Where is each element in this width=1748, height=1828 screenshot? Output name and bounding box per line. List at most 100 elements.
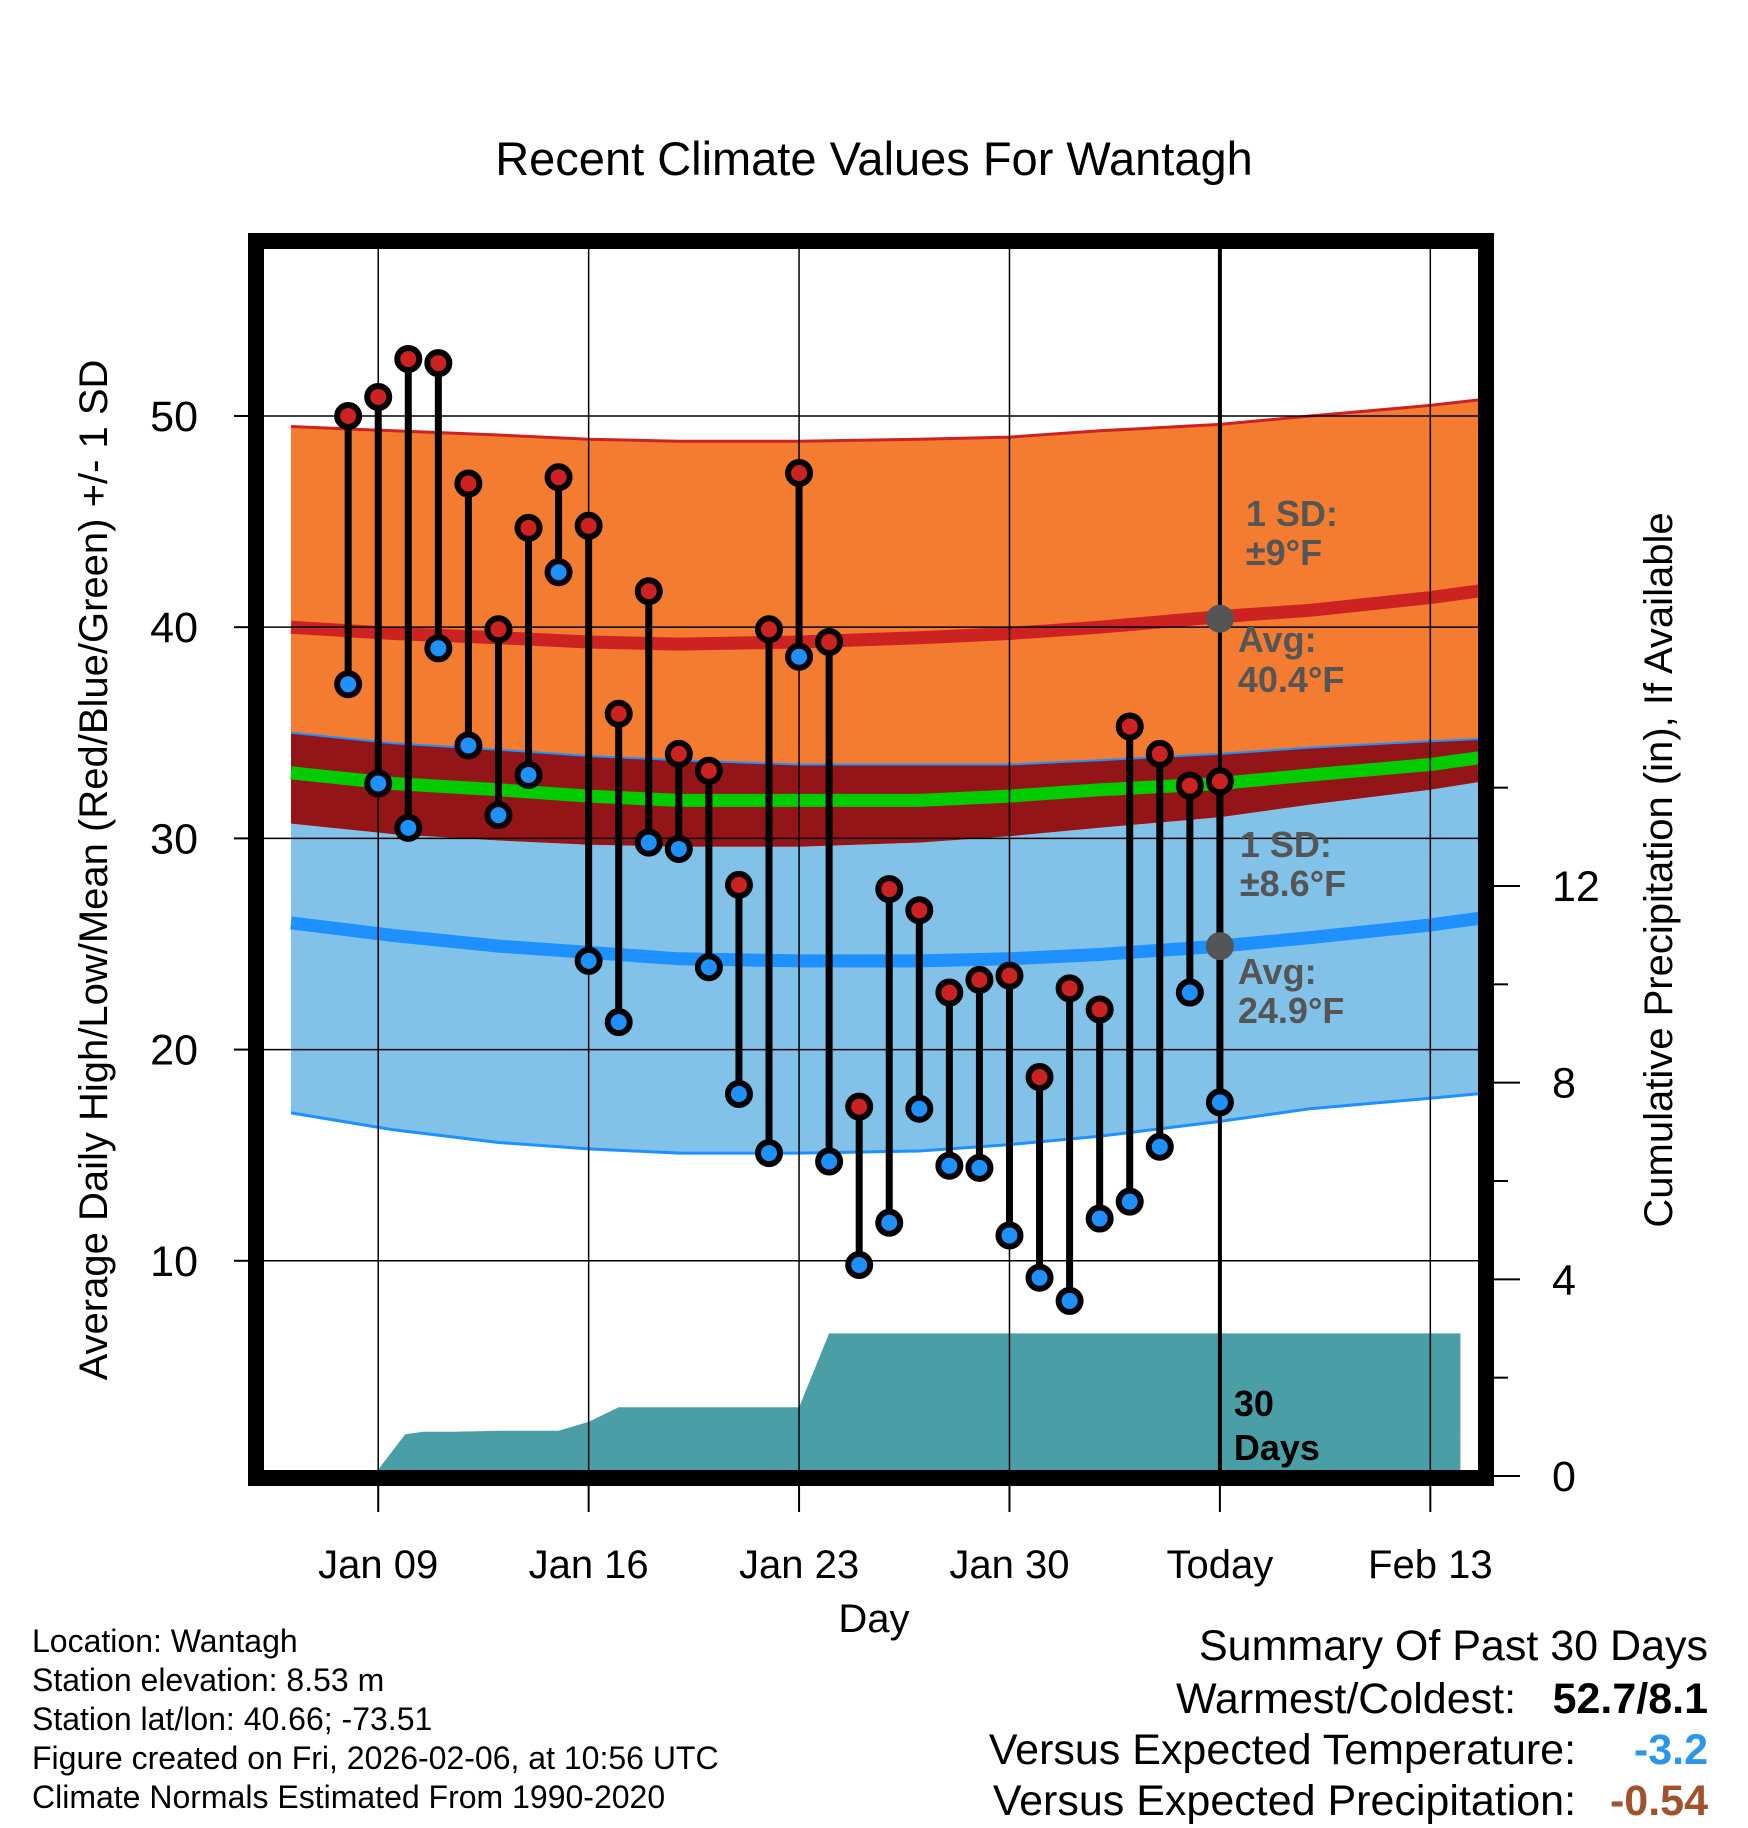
x-tick-label: Today [1167, 1543, 1274, 1587]
low-point [995, 1221, 1024, 1250]
low-point [514, 761, 543, 790]
y2-tick-label: 0 [1552, 1453, 1576, 1501]
low-point [724, 1079, 753, 1108]
y2-tick-label: 4 [1552, 1256, 1576, 1304]
location-text: Location: Wantagh [32, 1623, 298, 1659]
high-point [394, 344, 423, 373]
low-point [334, 670, 363, 699]
low-point [845, 1251, 874, 1280]
y2-axis-label: Cumulative Precipitation (in), If Availa… [1637, 512, 1681, 1227]
low-point [965, 1153, 994, 1182]
low-sd-label: 1 SD: [1240, 824, 1332, 865]
high-point [845, 1092, 874, 1121]
high-point [694, 756, 723, 785]
high-point [875, 875, 904, 904]
high-point [785, 458, 814, 487]
low-point [875, 1208, 904, 1237]
y-axis-label: Average Daily High/Low/Mean (Red/Blue/Gr… [72, 360, 116, 1381]
low-lower-line [290, 1092, 1480, 1155]
low-point [454, 731, 483, 760]
high-point [484, 615, 513, 644]
precip-value: -0.54 [1609, 1777, 1708, 1825]
low-point [484, 801, 513, 830]
low-point [604, 1008, 633, 1037]
high-point [905, 896, 934, 925]
low-point [634, 828, 663, 857]
plot-frame [248, 233, 1494, 1486]
high-point [574, 511, 603, 540]
warmest-coldest-label: Warmest/Coldest: [1175, 1675, 1517, 1723]
high-point [724, 870, 753, 899]
y-tick-label: 50 [150, 393, 198, 441]
high-point [965, 965, 994, 994]
low-avg-marker [1205, 932, 1234, 961]
high-point [1115, 712, 1144, 741]
low-point [935, 1151, 964, 1180]
low-point [694, 953, 723, 982]
high-point [334, 401, 363, 430]
y2-tick-label: 12 [1552, 863, 1600, 911]
high-point [544, 463, 573, 492]
high-avg-marker [1205, 604, 1234, 633]
x-tick-label: Jan 16 [529, 1543, 649, 1587]
low-point [664, 834, 693, 863]
high-point [604, 699, 633, 728]
summary-temp: Versus Expected Temperature: -3.2 [989, 1726, 1708, 1775]
high-point [935, 978, 964, 1007]
low-point [1055, 1286, 1084, 1315]
low-point [1175, 978, 1204, 1007]
low-sd-value: ±8.6°F [1240, 863, 1346, 904]
low-point [755, 1139, 783, 1168]
y-tick-label: 40 [150, 604, 198, 652]
days-count: 30 [1234, 1383, 1274, 1424]
high-point [634, 577, 663, 606]
summary-warmest-coldest: Warmest/Coldest: 52.7/8.1 [1176, 1675, 1708, 1724]
low-point [1085, 1204, 1114, 1233]
high-avg-label: Avg: [1238, 619, 1317, 660]
high-point [514, 513, 543, 542]
high-sd-band [291, 399, 1480, 765]
low-point [905, 1094, 934, 1123]
low-point [1115, 1187, 1144, 1216]
created-text: Figure created on Fri, 2026-02-06, at 10… [32, 1740, 719, 1776]
high-point [364, 382, 393, 411]
y-tick-label: 30 [150, 815, 198, 863]
x-tick-label: Jan 09 [318, 1543, 438, 1587]
x-tick-label: Feb 13 [1368, 1543, 1493, 1587]
x-tick-label: Jan 30 [949, 1543, 1069, 1587]
high-point [1175, 771, 1204, 800]
high-point [815, 627, 844, 656]
chart-title: Recent Climate Values For Wantagh [495, 132, 1253, 185]
low-point [544, 558, 573, 587]
low-point [1025, 1263, 1054, 1292]
low-point [424, 634, 453, 663]
days-word: Days [1234, 1427, 1320, 1468]
latlon-text: Station lat/lon: 40.66; -73.51 [32, 1701, 433, 1737]
high-point [995, 961, 1024, 990]
high-point [424, 349, 453, 378]
precip-area [376, 1333, 1461, 1472]
low-point [1205, 1088, 1234, 1117]
low-point [785, 642, 814, 671]
summary-title: Summary Of Past 30 Days [1199, 1622, 1708, 1670]
y2-tick-label: 8 [1552, 1060, 1576, 1108]
x-axis-label: Day [838, 1597, 909, 1641]
y-tick-label: 20 [150, 1027, 198, 1075]
temp-label: Versus Expected Temperature: [988, 1726, 1577, 1774]
low-point [394, 813, 423, 842]
y-tick-label: 10 [150, 1238, 198, 1286]
elevation-text: Station elevation: 8.53 m [32, 1662, 385, 1698]
low-avg-value: 24.9°F [1238, 990, 1344, 1031]
station-info: Location: Wantagh Station elevation: 8.5… [32, 1622, 719, 1817]
high-point [1025, 1063, 1054, 1092]
high-point [1055, 974, 1084, 1003]
high-point [1205, 767, 1234, 796]
temp-value: -3.2 [1633, 1726, 1708, 1774]
high-point [454, 469, 483, 498]
high-sd-label: 1 SD: [1246, 493, 1338, 534]
high-avg-value: 40.4°F [1238, 659, 1344, 700]
high-sd-value: ±9°F [1246, 532, 1322, 573]
